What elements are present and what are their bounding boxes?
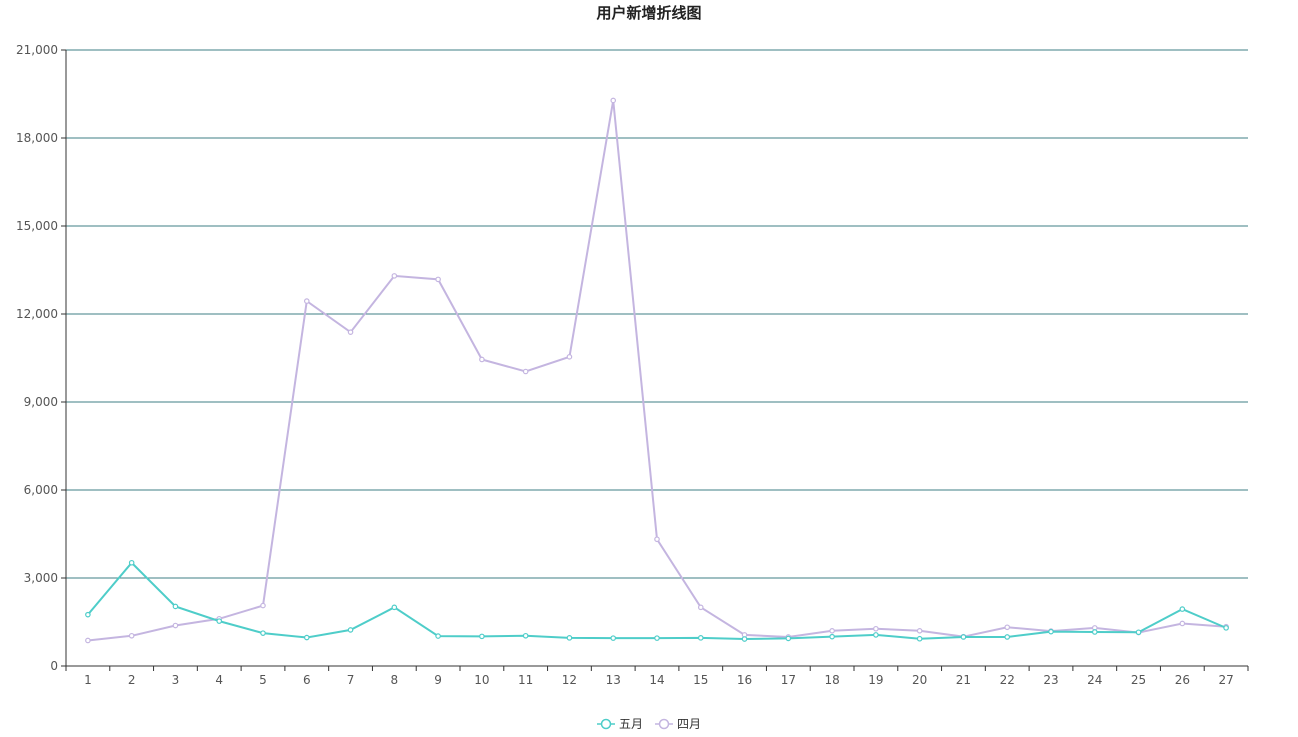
data-point[interactable] — [1004, 634, 1011, 640]
data-point[interactable] — [566, 354, 573, 360]
data-point[interactable] — [785, 635, 792, 642]
data-point[interactable] — [960, 634, 967, 640]
x-tick-label: 5 — [259, 673, 267, 687]
data-point[interactable] — [1091, 629, 1098, 635]
data-point[interactable] — [479, 633, 485, 640]
data-point[interactable] — [391, 273, 398, 279]
data-point[interactable] — [697, 635, 704, 641]
chart-title: 用户新增折线图 — [596, 4, 702, 22]
y-tick-label: 3,000 — [24, 571, 58, 585]
x-tick-label: 13 — [606, 673, 621, 687]
axes: 0 3,000 6,000 9,000 12,000 15,000 18,000 21,000… — [16, 43, 1249, 687]
data-point[interactable] — [260, 630, 266, 636]
x-tick-label: 25 — [1131, 673, 1146, 687]
legend-line-circle-icon — [596, 718, 615, 729]
y-tick-label: 6,000 — [24, 483, 58, 497]
data-point[interactable] — [522, 632, 529, 639]
data-point[interactable] — [916, 627, 923, 634]
data-point[interactable] — [1004, 624, 1011, 631]
legend-item[interactable]: 四月 — [655, 715, 701, 732]
x-tick-label: 27 — [1218, 673, 1233, 687]
data-point[interactable] — [172, 603, 179, 610]
y-tick-label: 21,000 — [16, 43, 58, 57]
series-line — [87, 561, 1227, 641]
data-point[interactable] — [1048, 628, 1054, 635]
data-point[interactable] — [873, 625, 879, 632]
data-point[interactable] — [654, 635, 660, 641]
legend-line-circle-icon — [655, 718, 673, 729]
data-point[interactable] — [697, 604, 704, 611]
data-point[interactable] — [260, 602, 266, 609]
data-point[interactable] — [347, 627, 354, 633]
x-tick-label: 6 — [303, 673, 311, 687]
legend: 五月 四月 — [0, 715, 1298, 732]
data-point[interactable] — [829, 633, 835, 640]
x-tick-label: 14 — [649, 673, 664, 687]
x-tick-label: 16 — [737, 673, 752, 687]
data-point[interactable] — [1135, 629, 1142, 636]
data-point[interactable] — [435, 276, 441, 283]
series-line — [87, 100, 1227, 642]
data-point[interactable] — [654, 536, 660, 543]
x-tick-label: 10 — [474, 673, 489, 687]
data-point[interactable] — [741, 636, 748, 642]
x-tick-label: 22 — [1000, 673, 1015, 687]
x-tick-label: 23 — [1043, 673, 1058, 687]
legend-circle — [658, 718, 670, 729]
x-tick-label: 9 — [434, 673, 442, 687]
data-point[interactable] — [1179, 620, 1186, 627]
x-tick-label: 24 — [1087, 673, 1102, 687]
data-point[interactable] — [610, 635, 617, 641]
x-tick-label: 8 — [391, 673, 399, 687]
line-chart: 0 3,000 6,000 9,000 12,000 15,000 18,000 21,000… — [16, 43, 1249, 687]
data-point[interactable] — [128, 632, 135, 639]
x-tick-label: 7 — [347, 673, 355, 687]
data-point[interactable] — [85, 611, 91, 618]
y-tick-label: 12,000 — [16, 307, 58, 321]
x-tick-label: 2 — [128, 673, 136, 687]
gridlines — [66, 49, 1248, 579]
x-tick-label: 19 — [868, 673, 883, 687]
data-point[interactable] — [916, 635, 923, 642]
data-point[interactable] — [566, 635, 573, 641]
x-tick-label: 4 — [215, 673, 223, 687]
data-point[interactable] — [522, 368, 529, 375]
data-point[interactable] — [216, 618, 223, 624]
data-point[interactable] — [347, 329, 354, 335]
data-point[interactable] — [391, 604, 398, 611]
y-tick-label: 18,000 — [16, 131, 58, 145]
x-tick-label: 1 — [84, 673, 92, 687]
x-tick-label: 20 — [912, 673, 927, 687]
series-layer — [85, 97, 1229, 644]
x-tick-label: 18 — [824, 673, 839, 687]
y-tick-label: 15,000 — [16, 219, 58, 233]
x-tick-label: 15 — [693, 673, 708, 687]
data-point[interactable] — [1223, 625, 1229, 631]
data-point[interactable] — [85, 637, 91, 644]
x-tick-label: 17 — [781, 673, 796, 687]
x-tick-label: 11 — [518, 673, 533, 687]
data-point[interactable] — [829, 627, 835, 634]
data-point[interactable] — [303, 298, 310, 304]
data-point[interactable] — [1179, 606, 1186, 612]
data-point[interactable] — [479, 356, 485, 363]
data-point[interactable] — [303, 634, 310, 641]
legend-label: 四月 — [677, 717, 702, 731]
y-tick-label: 9,000 — [24, 395, 58, 409]
y-tick-label: 0 — [50, 659, 58, 673]
x-tick-label: 3 — [172, 673, 180, 687]
x-tick-label: 12 — [562, 673, 577, 687]
data-point[interactable] — [873, 632, 879, 638]
x-tick-label: 21 — [956, 673, 971, 687]
data-point[interactable] — [128, 559, 135, 566]
x-tick-label: 26 — [1175, 673, 1190, 687]
legend-circle — [600, 718, 612, 729]
data-point[interactable] — [435, 633, 441, 639]
legend-item[interactable]: 五月 — [596, 715, 643, 732]
legend-label: 五月 — [618, 717, 643, 731]
data-point[interactable] — [610, 97, 617, 104]
data-point[interactable] — [172, 622, 179, 629]
